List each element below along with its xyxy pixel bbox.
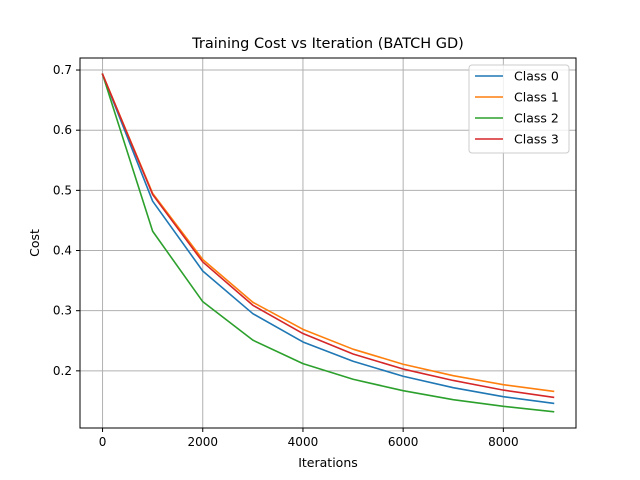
series-line-class-1 [101,73,555,393]
legend-label: Class 0 [514,69,559,84]
series-lines [101,73,555,413]
y-axis-label: Cost [27,229,42,257]
plot-frame [79,57,577,429]
x-tick-label: 6000 [388,435,419,449]
x-tick-label: 0 [99,435,107,449]
x-tick-label: 2000 [187,435,218,449]
y-tick-label: 0.5 [53,183,72,197]
x-axis-label: Iterations [298,455,358,470]
series-line-class-0 [101,73,555,405]
y-tick-label: 0.4 [53,244,72,258]
series-line-class-3 [101,73,555,399]
legend-label: Class 3 [514,132,559,147]
legend-label: Class 1 [514,90,559,105]
legend-box [468,64,570,154]
y-tick-label: 0.7 [53,63,72,77]
legend-label: Class 2 [514,111,559,126]
y-tick-label: 0.2 [53,364,72,378]
y-tick-label: 0.3 [53,304,72,318]
legend: Class 0 Class 1 Class 2 Class 3 [468,64,570,154]
y-tick-label: 0.6 [53,123,72,137]
axis-ticks: 0 2000 4000 6000 8000 0.2 0.3 0.4 0.5 0.6 0.7 [53,63,519,449]
chart-title: Training Cost vs Iteration (BATCH GD) [191,36,464,52]
series-line-class-2 [101,73,555,413]
x-tick-label: 4000 [288,435,319,449]
x-tick-label: 8000 [488,435,519,449]
